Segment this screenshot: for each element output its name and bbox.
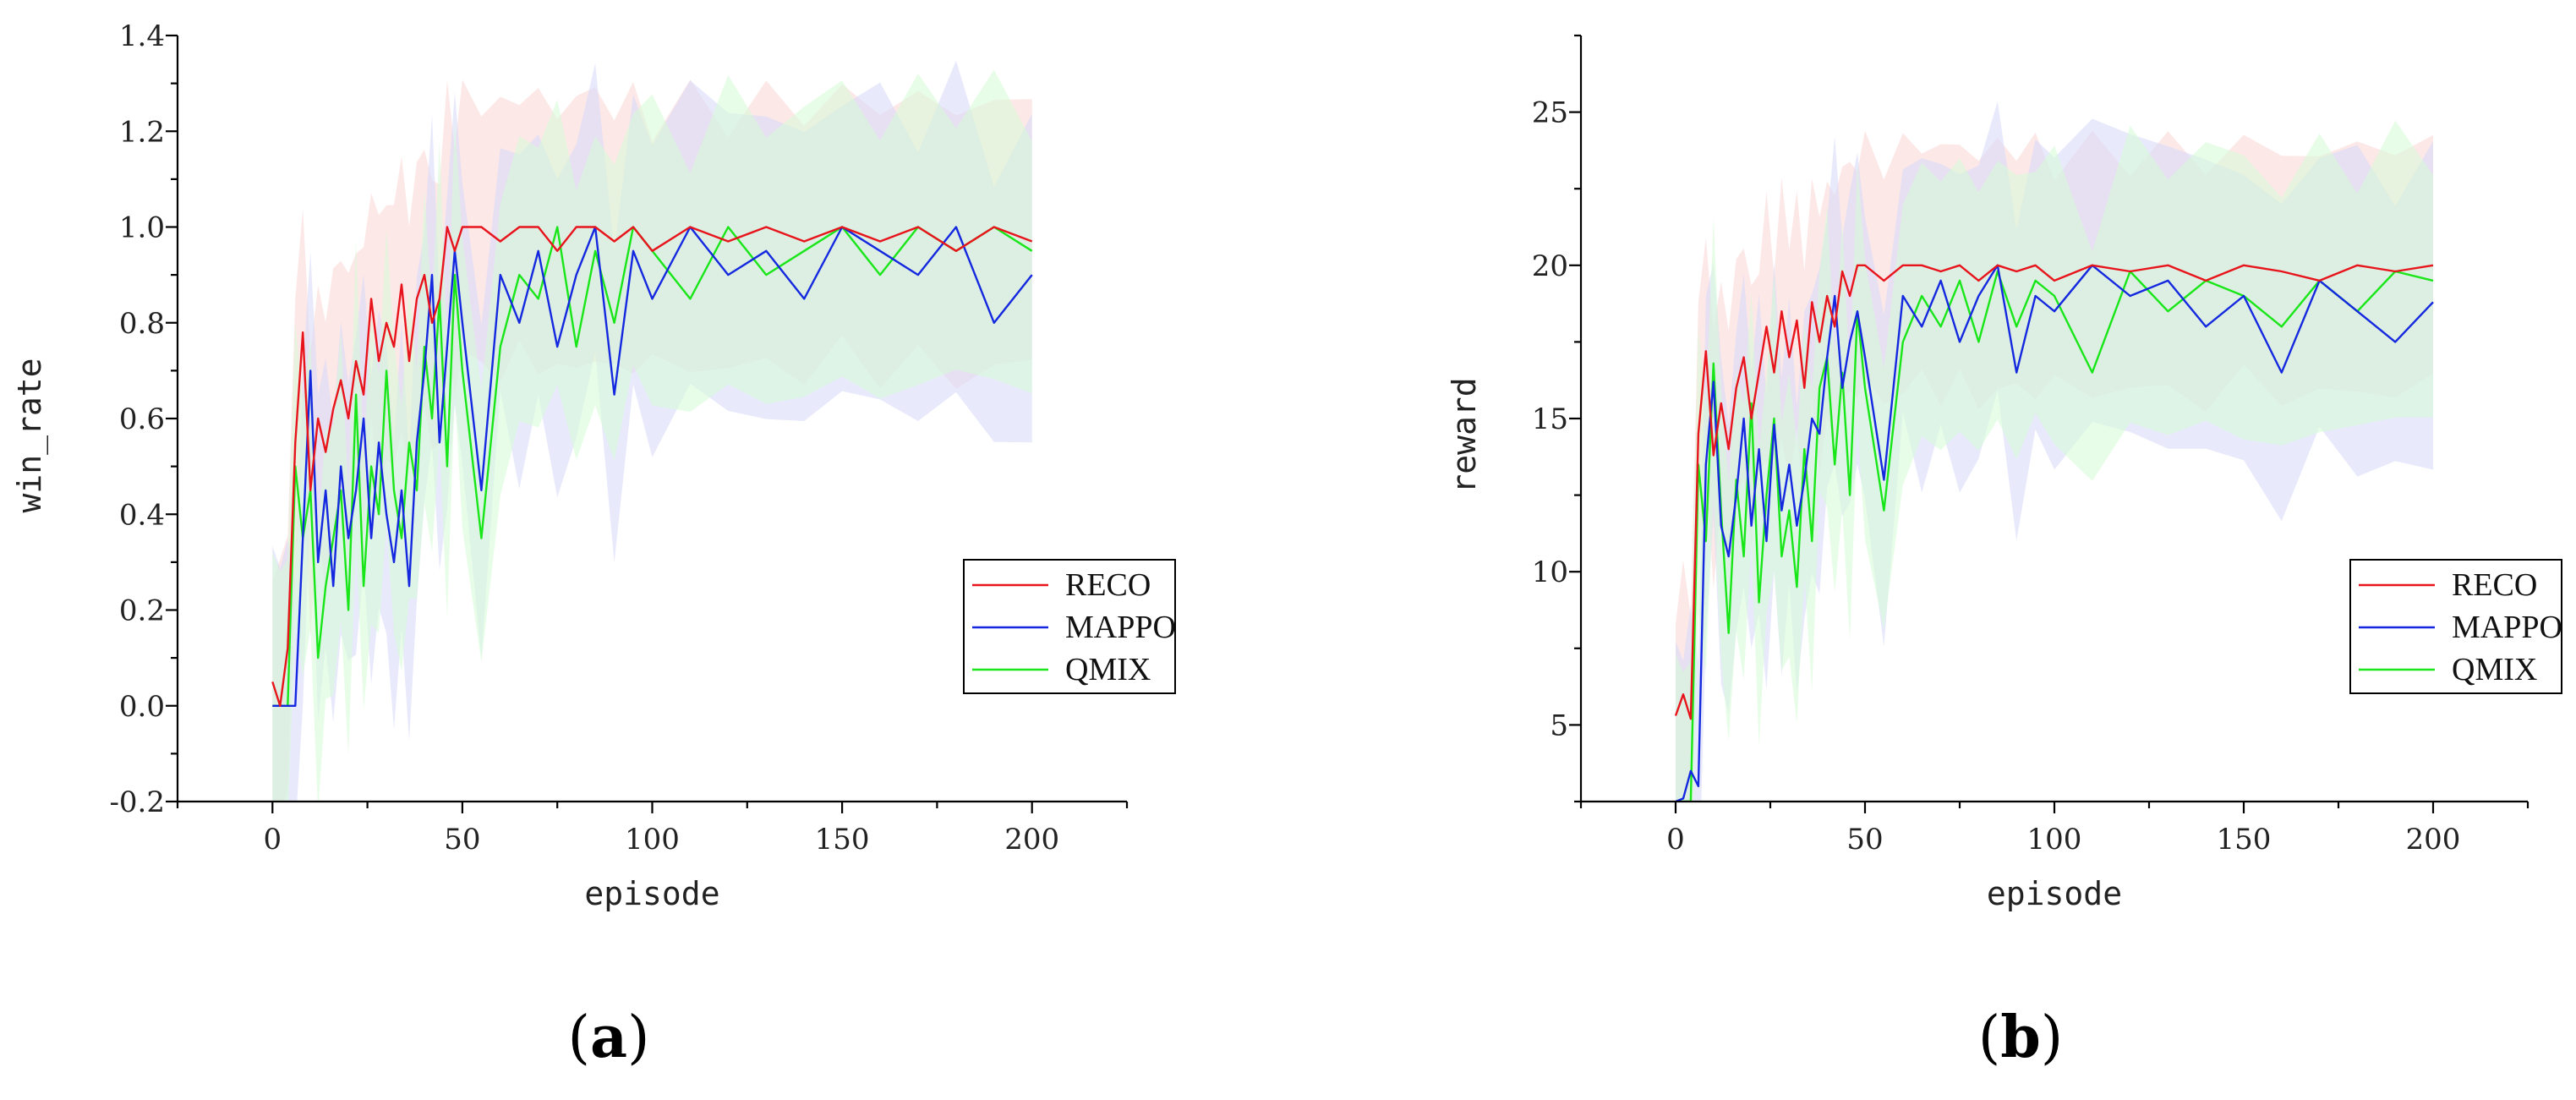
variance-band-qmix — [1676, 120, 2433, 802]
y-tick-label: 15 — [1532, 402, 1568, 436]
y-tick-label: 5 — [1550, 709, 1568, 742]
y-tick-label: 25 — [1532, 96, 1568, 130]
y-tick-label: 0.8 — [119, 307, 165, 341]
x-axis-title: episode — [1987, 875, 2122, 912]
series-line-mappo — [1675, 264, 2434, 802]
x-tick-label: 200 — [2406, 823, 2461, 856]
y-tick-label: 0.0 — [119, 690, 165, 724]
legend-box — [963, 559, 1176, 694]
y-tick-label: 1.2 — [119, 115, 165, 149]
y-tick-label: 20 — [1532, 249, 1568, 283]
y-tick-label: 0.4 — [119, 498, 165, 532]
legend-label-qmix: QMIX — [1065, 652, 1151, 687]
y-tick-label: -0.2 — [109, 785, 165, 819]
x-tick-label: 150 — [2217, 823, 2272, 856]
chart-panel-b: 0 50 100 150 200 5 10 15 20 25 episode reward RECO MA… — [1446, 34, 2562, 1071]
y-tick-label: 1.4 — [119, 19, 165, 53]
variance-band-qmix — [272, 69, 1032, 802]
legend-label-mappo: MAPPO — [2452, 610, 2562, 645]
panel-label: (a) — [567, 1004, 649, 1071]
x-tick-label: 200 — [1004, 823, 1059, 856]
y-tick-label: 10 — [1532, 555, 1568, 589]
x-tick-label: 0 — [263, 823, 282, 856]
x-tick-label: 50 — [444, 823, 480, 856]
legend-label-qmix: QMIX — [2452, 652, 2537, 687]
panel-label: (b) — [1978, 1004, 2064, 1071]
legend: RECO MAPPO QMIX — [963, 559, 1176, 694]
x-tick-label: 0 — [1666, 823, 1685, 856]
y-tick-label: 0.2 — [119, 594, 165, 628]
y-axis-title: reward — [1446, 377, 1483, 493]
variance-bands — [272, 60, 1032, 802]
x-tick-label: 150 — [815, 823, 870, 856]
x-axis-title: episode — [584, 875, 719, 912]
legend-label-reco: RECO — [2452, 567, 2537, 603]
legend-label-mappo: MAPPO — [1065, 610, 1176, 645]
y-tick-label: 1.0 — [119, 211, 165, 245]
series-line-qmix — [1676, 270, 2434, 802]
legend: RECO MAPPO QMIX — [2349, 559, 2562, 694]
x-tick-label: 100 — [625, 823, 680, 856]
variance-bands — [1676, 101, 2433, 802]
x-tick-label: 50 — [1846, 823, 1883, 856]
series-lines — [271, 226, 1033, 707]
y-axis-title: win_rate — [11, 358, 49, 512]
chart-panel-a: 0 50 100 150 200 -0.2 0.0 0.2 0.4 0.6 0.8 1.0 1.2 1.4… — [11, 19, 1176, 1071]
series-line-reco — [1674, 264, 2434, 720]
x-tick-label: 100 — [2027, 823, 2082, 856]
series-line-mappo — [272, 226, 1033, 707]
series-line-reco — [271, 226, 1033, 707]
y-tick-label: 0.6 — [119, 402, 165, 436]
legend-label-reco: RECO — [1065, 567, 1151, 603]
series-lines — [1674, 264, 2434, 802]
